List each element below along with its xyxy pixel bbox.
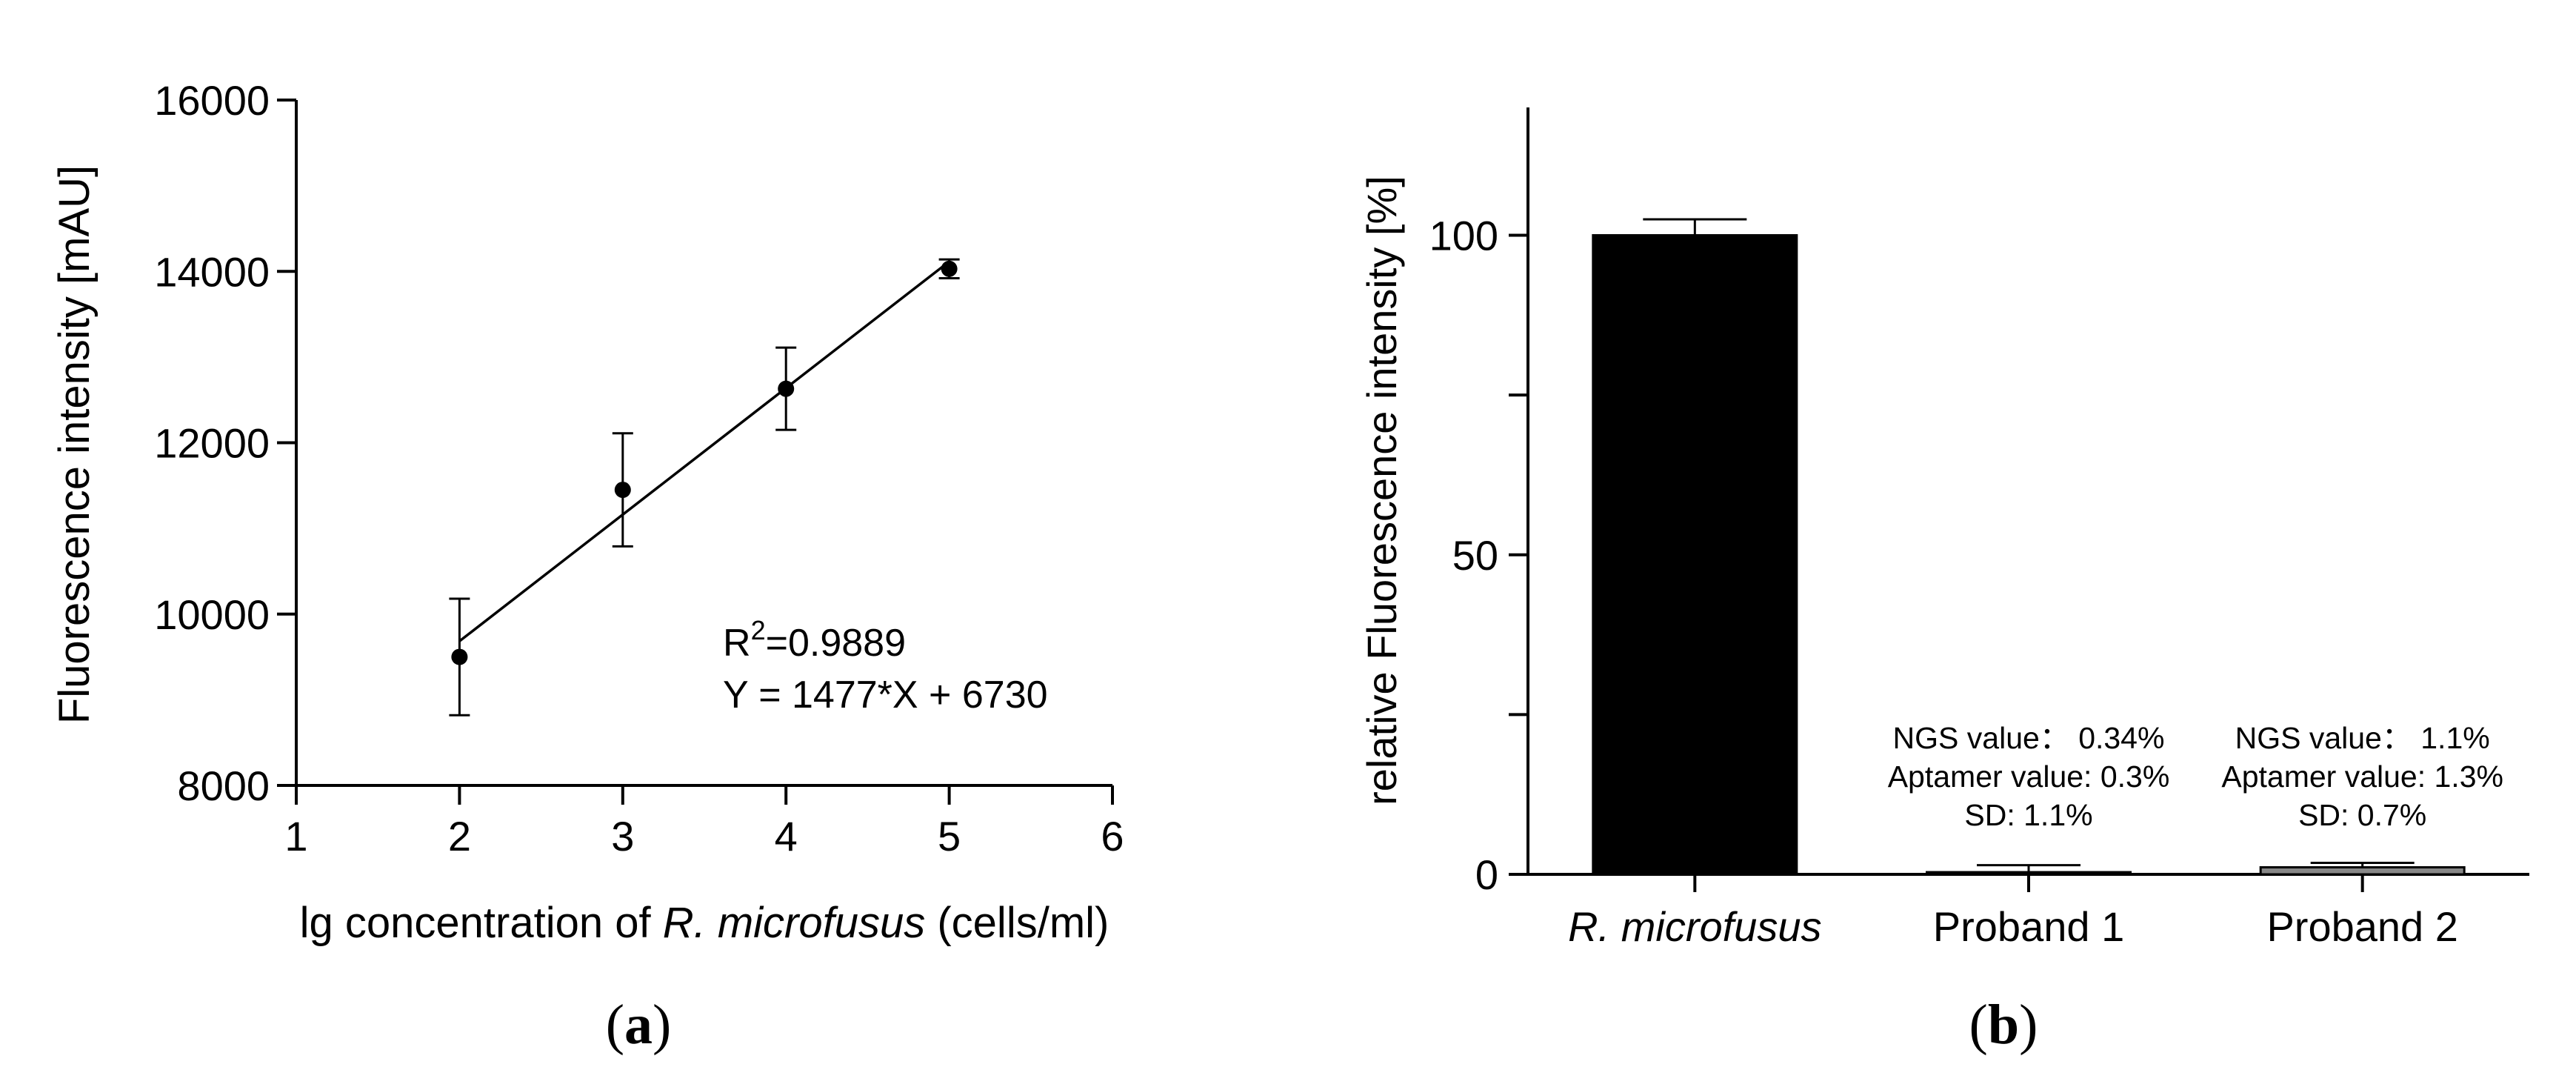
panel-b-x-tick-label: Proband 1: [1933, 903, 2124, 950]
panel-a-x-ticks: 1 2 3 4 5 6: [284, 785, 1124, 860]
panel-a-fit-line: [458, 260, 950, 642]
panel-a-y-tick-label: 14000: [154, 248, 270, 295]
panel-b-x-tick-label: Proband 2: [2266, 903, 2457, 950]
panel-b-bars: R. microfusus Proband 1 Proband 2: [1568, 218, 2466, 950]
panel-a-data-point: [941, 260, 958, 277]
panel-a-data-point: [614, 482, 631, 499]
panel-b-label: (b): [1969, 994, 2038, 1056]
panel-a-x-axis-label: lg concentration of R. microfusus (cells…: [300, 899, 1110, 947]
panel-a-y-tick-label: 16000: [154, 77, 270, 124]
panel-b-annotation-line: NGS value： 1.1%: [2235, 721, 2490, 755]
panel-a-x-tick-label: 6: [1101, 813, 1124, 860]
panel-b-y-tick-label: 50: [1452, 532, 1498, 579]
panel-a-y-tick-label: 8000: [177, 762, 270, 809]
panel-a-x-tick-label: 4: [775, 813, 798, 860]
panel-a-y-axis-label: Fluorescence intensity [mAU]: [50, 165, 99, 724]
panel-a-y-ticks: 8000 10000 12000 14000 16000: [154, 77, 296, 809]
panel-a-fit-line-group: [458, 260, 950, 642]
panel-a-x-tick-label: 3: [611, 813, 634, 860]
panel-a-y-tick-label: 12000: [154, 420, 270, 467]
panel-b-y-axis-label: relative Fluorescence intensity [%]: [1358, 176, 1405, 805]
panel-b-y-tick-label: 0: [1475, 851, 1498, 898]
panel-b-bar: [2259, 866, 2466, 876]
panel-a-data-points: [451, 260, 958, 665]
panel-b-bar: [1592, 234, 1798, 876]
panel-b-annotations: NGS value： 0.34% Aptamer value: 0.3% SD: 1…: [1888, 721, 2503, 832]
panel-b-bar-chart: 0 50 100 R. microfusus Proband 1 Proband 2 N…: [1358, 107, 2529, 1056]
panel-a-x-tick-label: 5: [938, 813, 961, 860]
panel-b-y-ticks: 0 50 100: [1429, 213, 1528, 898]
panel-b-annotation-line: NGS value： 0.34%: [1893, 721, 2165, 755]
panel-b-annotation-line: SD: 0.7%: [2298, 798, 2426, 832]
panel-b-annotation-line: SD: 1.1%: [1964, 798, 2092, 832]
panel-a-scatter-chart: 8000 10000 12000 14000 16000 1 2 3 4 5 6 Fluoresc…: [50, 77, 1124, 1056]
panel-b-x-tick-label: R. microfusus: [1568, 903, 1821, 950]
panel-a-data-point: [778, 380, 795, 397]
panel-a-label: (a): [606, 994, 672, 1056]
panel-a-r-squared: R2=0.9889: [723, 615, 906, 665]
panel-b-y-tick-label: 100: [1429, 213, 1498, 259]
panel-a-x-tick-label: 1: [284, 813, 307, 860]
panel-b-bar: [1926, 871, 2132, 876]
panel-a-data-point: [451, 648, 468, 665]
panel-b-annotation-line: Aptamer value: 1.3%: [2221, 759, 2503, 794]
panel-b-annotation-line: Aptamer value: 0.3%: [1888, 759, 2170, 794]
panel-a-fit-equation: Y = 1477*X + 6730: [723, 674, 1048, 717]
panel-a-x-tick-label: 2: [448, 813, 471, 860]
panel-a-y-tick-label: 10000: [154, 591, 270, 638]
